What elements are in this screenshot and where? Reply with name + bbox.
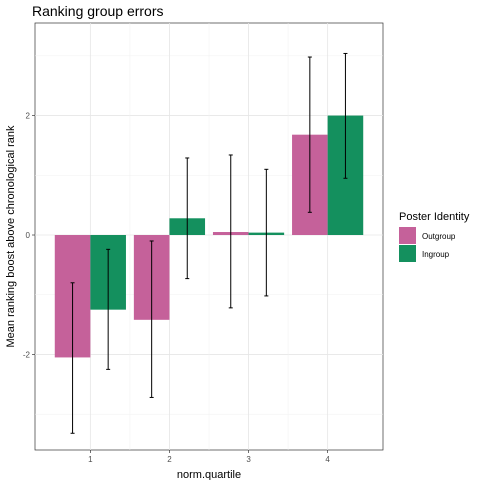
x-tick-label: 2 [167, 455, 172, 464]
y-tick-label: 0 [26, 231, 31, 240]
x-axis-title: norm.quartile [177, 469, 241, 480]
x-tick-label: 1 [88, 455, 93, 464]
y-tick-label: 2 [26, 112, 31, 121]
legend-swatch-outgroup [399, 227, 416, 244]
legend-title: Poster Identity [399, 211, 470, 223]
legend-label-ingroup: Ingroup [422, 250, 450, 259]
y-axis: -2 0 2 [23, 112, 35, 359]
chart-title: Ranking group errors [32, 3, 164, 19]
x-tick-label: 3 [246, 455, 251, 464]
error-bars-layer [70, 52, 348, 434]
legend: Poster Identity Outgroup Ingroup [399, 211, 470, 262]
legend-label-outgroup: Outgroup [422, 232, 456, 241]
y-tick-label: -2 [23, 350, 31, 359]
x-tick-label: 4 [325, 455, 330, 464]
legend-swatch-ingroup [399, 245, 416, 262]
x-axis: 1 2 3 4 [88, 450, 330, 464]
y-axis-title: Mean ranking boost above chronological r… [5, 125, 17, 347]
